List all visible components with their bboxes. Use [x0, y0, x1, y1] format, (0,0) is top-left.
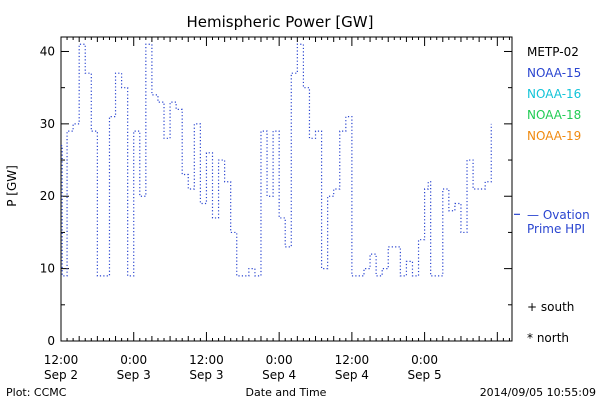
y-axis-label: P [GW]	[5, 165, 19, 207]
x-tick-date-label-5: Sep 5	[408, 368, 442, 382]
y-tick-label-20: 20	[40, 189, 55, 203]
x-tick-time-label-4: 12:00	[335, 353, 370, 367]
x-axis-label: Date and Time	[246, 386, 327, 399]
plot-axes	[60, 36, 513, 342]
legend-entry-noaa-18: NOAA-18	[527, 108, 581, 122]
legend-ovation-line1: — Ovation	[527, 208, 590, 222]
legend-entry-noaa-19: NOAA-19	[527, 129, 581, 143]
x-tick-time-label-2: 12:00	[189, 353, 224, 367]
x-tick-date-label-0: Sep 2	[44, 368, 78, 382]
legend: METP-02 NOAA-15 NOAA-16 NOAA-18 NOAA-19 — Ova…	[527, 45, 590, 345]
x-tick-date-label-3: Sep 4	[262, 368, 296, 382]
plot-frame	[60, 36, 513, 342]
series-line-noaa-15	[61, 43, 492, 277]
y-tick-label-30: 30	[40, 117, 55, 131]
legend-entry-noaa-16: NOAA-16	[527, 87, 581, 101]
x-tick-date-label-2: Sep 3	[189, 368, 223, 382]
legend-south: + south	[527, 300, 574, 314]
footer-plot-credit: Plot: CCMC	[6, 386, 67, 399]
y-tick-label-10: 10	[40, 262, 55, 276]
y-tick-label-40: 40	[40, 44, 55, 58]
x-tick-date-label-1: Sep 3	[117, 368, 151, 382]
legend-entry-noaa-15: NOAA-15	[527, 66, 581, 80]
x-tick-time-label-0: 12:00	[44, 353, 79, 367]
x-tick-time-label-3: 0:00	[266, 353, 293, 367]
x-tick-time-label-1: 0:00	[120, 353, 147, 367]
y-axis-ticks: 0 10 20 30 40	[40, 44, 512, 348]
series-layer	[61, 43, 520, 277]
legend-ovation-line2: Prime HPI	[527, 222, 585, 236]
chart-title: Hemispheric Power [GW]	[187, 13, 374, 31]
legend-entry-metp-02: METP-02	[527, 45, 579, 59]
x-tick-date-label-4: Sep 4	[335, 368, 369, 382]
legend-north: * north	[527, 331, 569, 345]
footer-timestamp: 2014/09/05 10:55:09	[480, 386, 596, 399]
y-tick-label-0: 0	[47, 334, 55, 348]
x-tick-time-label-5: 0:00	[411, 353, 438, 367]
